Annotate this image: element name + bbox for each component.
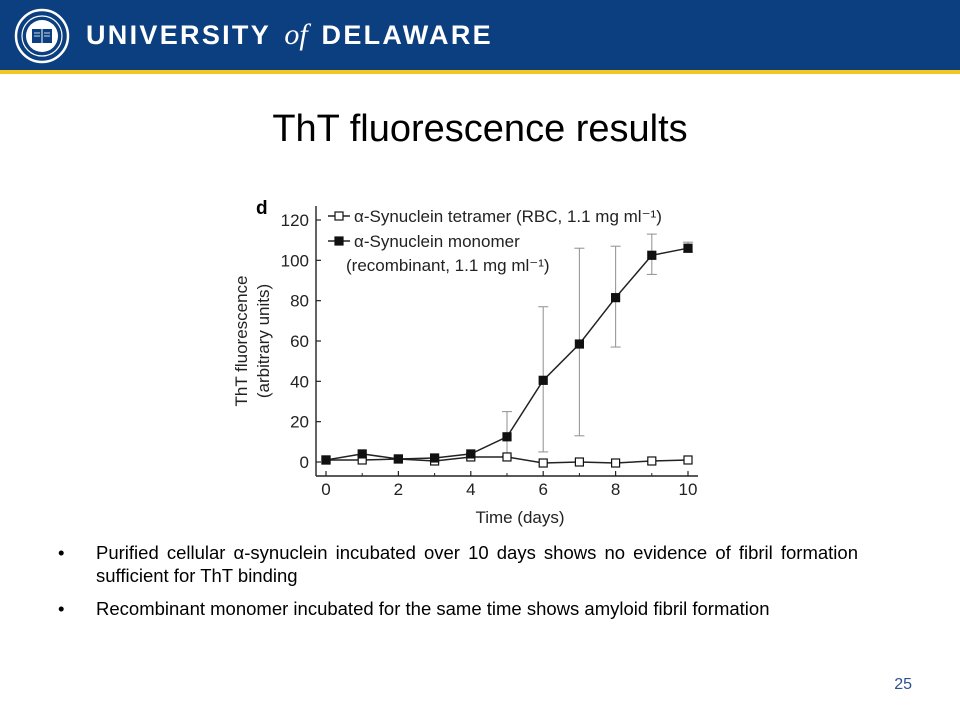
tetramer-point xyxy=(502,452,512,462)
header-accent-line xyxy=(0,70,960,74)
page-number: 25 xyxy=(894,676,912,693)
monomer-point xyxy=(466,449,476,459)
university-name-last: DELAWARE xyxy=(321,20,493,50)
x-tick-label: 6 xyxy=(538,480,547,499)
legend-monomer-label-line2: (recombinant, 1.1 mg ml⁻¹) xyxy=(346,256,550,275)
bullet-list: • Purified cellular α-synuclein incubated… xyxy=(58,541,858,630)
y-tick-label: 20 xyxy=(290,413,309,432)
university-name: UNIVERSITY of DELAWARE xyxy=(86,18,493,52)
slide-title: ThT fluorescence results xyxy=(272,108,688,150)
tht-fluorescence-chart: 0 20 40 60 80 100 120 0 2 4 6 8 10 Time (days) ThT flu… xyxy=(232,198,698,527)
x-axis-label: Time (days) xyxy=(475,508,564,527)
university-seal-icon xyxy=(14,8,70,64)
university-name-first: UNIVERSITY xyxy=(86,20,271,50)
y-axis-label-line2: (arbitrary units) xyxy=(254,284,273,398)
legend-monomer-marker xyxy=(334,236,344,246)
y-axis-label-line1: ThT fluorescence xyxy=(232,275,251,406)
monomer-point xyxy=(321,455,331,465)
y-tick-label: 80 xyxy=(290,292,309,311)
monomer-point xyxy=(502,432,512,442)
monomer-point xyxy=(647,250,657,260)
y-tick-label: 120 xyxy=(281,211,309,230)
y-tick-label: 60 xyxy=(290,332,309,351)
monomer-point xyxy=(357,449,367,459)
x-tick-label: 10 xyxy=(679,480,698,499)
panel-label: d xyxy=(256,198,268,219)
bullet-text: Recombinant monomer incubated for the sa… xyxy=(96,598,770,619)
legend-tetramer-marker xyxy=(334,211,344,221)
monomer-point xyxy=(611,293,621,303)
tetramer-point xyxy=(538,458,548,468)
y-tick-label: 0 xyxy=(300,453,309,472)
legend-monomer-label: α-Synuclein monomer xyxy=(354,232,520,251)
monomer-point xyxy=(393,454,403,464)
x-tick-label: 8 xyxy=(611,480,620,499)
y-tick-label: 40 xyxy=(290,372,309,391)
monomer-point xyxy=(430,453,440,463)
tetramer-point xyxy=(574,457,584,467)
tetramer-point xyxy=(647,456,657,466)
bullet-item: • Purified cellular α-synuclein incubated… xyxy=(58,542,858,586)
monomer-point xyxy=(683,243,693,253)
monomer-point xyxy=(574,339,584,349)
y-tick-label: 100 xyxy=(281,251,309,270)
bullet-text: Purified cellular α-synuclein incubated … xyxy=(96,542,858,586)
bullet-item: • Recombinant monomer incubated for the s… xyxy=(58,598,770,619)
legend-tetramer-label: α-Synuclein tetramer (RBC, 1.1 mg ml⁻¹) xyxy=(354,207,662,226)
x-tick-label: 2 xyxy=(394,480,403,499)
x-tick-label: 4 xyxy=(466,480,475,499)
header-bar: UNIVERSITY of DELAWARE xyxy=(0,0,960,70)
x-tick-label: 0 xyxy=(321,480,330,499)
monomer-point xyxy=(538,375,548,385)
tetramer-point xyxy=(683,455,693,465)
university-name-of: of xyxy=(284,18,308,51)
tetramer-point xyxy=(611,458,621,468)
